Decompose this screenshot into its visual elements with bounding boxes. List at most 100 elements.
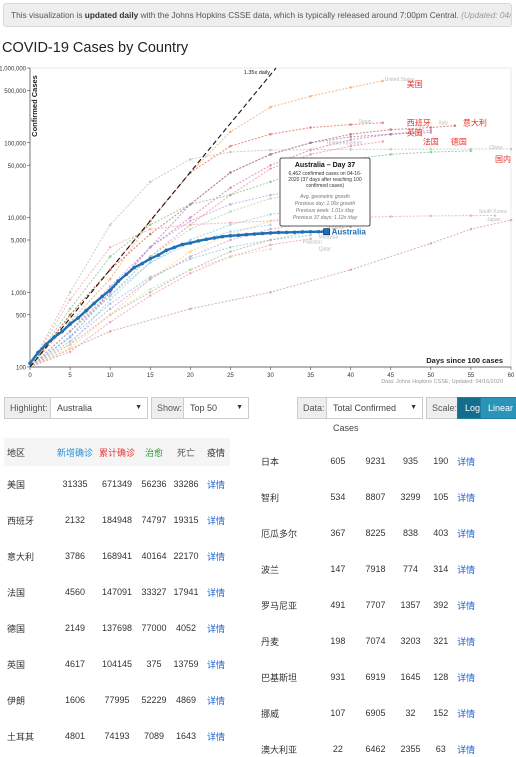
highlight-point <box>220 234 225 239</box>
series-point <box>309 153 312 156</box>
new-cases: 31335 <box>62 479 88 489</box>
series-point <box>189 227 192 231</box>
highlight-end-marker <box>323 228 331 236</box>
detail-link[interactable]: 详情 <box>457 708 476 719</box>
total-cases: 147091 <box>101 587 133 597</box>
detail-link[interactable]: 详情 <box>206 587 225 598</box>
deaths-count: 13759 <box>173 659 199 669</box>
detail-link[interactable]: 详情 <box>457 744 476 755</box>
detail-link[interactable]: 详情 <box>206 695 225 706</box>
detail-link[interactable]: 详情 <box>206 515 225 526</box>
series-point <box>389 132 393 136</box>
table-row: 土耳其 4801 74193 7089 1643 详情 <box>4 718 230 754</box>
series-point <box>189 158 192 161</box>
table-row: 澳大利亚 22 6462 2355 63 详情 <box>258 731 478 757</box>
series-point <box>509 147 513 151</box>
series-point <box>389 147 393 151</box>
series-point <box>68 343 72 346</box>
new-cases: 2149 <box>64 623 86 633</box>
table-row: 挪威 107 6905 32 152 详情 <box>258 695 478 731</box>
show-select[interactable]: Top 50 ▼ <box>183 397 249 419</box>
detail-link[interactable]: 详情 <box>457 636 476 647</box>
tooltip-line: 2020 (37 days after reaching 100 <box>288 177 362 183</box>
deaths-count: 128 <box>433 672 449 682</box>
series-point <box>269 247 272 251</box>
reference-line <box>29 67 277 368</box>
highlight-point <box>236 233 241 238</box>
detail-link[interactable]: 详情 <box>206 623 225 634</box>
series-line <box>29 211 311 368</box>
series-point <box>429 214 433 218</box>
series-point <box>229 186 232 190</box>
show-value: Top 50 <box>190 403 218 413</box>
series-point <box>148 232 152 236</box>
series-label-en: Spain <box>359 119 372 125</box>
highlight-point <box>92 301 96 306</box>
series-point <box>381 79 385 83</box>
series-point <box>269 132 272 136</box>
detail-link[interactable]: 详情 <box>457 600 476 611</box>
x-axis-title: Days since 100 cases <box>426 356 503 365</box>
table-row: 波兰 147 7918 774 314 详情 <box>258 551 478 587</box>
series-point <box>148 290 152 294</box>
highlight-point <box>300 230 305 234</box>
highlight-point <box>164 248 169 253</box>
detail-link[interactable]: 详情 <box>206 731 225 742</box>
data-select[interactable]: Total Confirmed Cases ▼ <box>326 397 423 433</box>
notice-prefix: This visualization is <box>11 10 85 20</box>
highlight-point <box>36 350 40 355</box>
notice-suffix: with the Johns Hopkins CSSE data, which … <box>138 10 459 20</box>
deaths-count: 4052 <box>175 623 197 633</box>
recovered-count: 1357 <box>400 600 421 610</box>
total-cases: 74193 <box>104 731 130 741</box>
highlight-select[interactable]: Australia ▼ <box>50 397 148 419</box>
country-name: 波兰 <box>261 564 280 575</box>
detail-link[interactable]: 详情 <box>206 659 225 670</box>
detail-link[interactable]: 详情 <box>206 551 225 562</box>
y-tick-label: 100 <box>16 366 27 372</box>
y-tick-label: 1,000,000 <box>0 67 27 73</box>
series-point <box>309 94 312 98</box>
country-name: 土耳其 <box>7 731 35 742</box>
series-point <box>229 245 232 249</box>
series-point <box>349 144 352 148</box>
series-point <box>269 223 272 227</box>
total-cases: 6462 <box>365 744 386 754</box>
series-point <box>269 153 272 156</box>
detail-link[interactable]: 详情 <box>206 479 225 490</box>
country-name: 丹麦 <box>261 636 280 647</box>
series-point <box>68 350 72 354</box>
detail-link[interactable]: 详情 <box>457 528 476 539</box>
scale-linear-button[interactable]: Linear <box>480 397 516 419</box>
deaths-count: 403 <box>433 528 449 538</box>
series-point <box>108 245 112 249</box>
highlight-point <box>68 322 72 326</box>
total-cases: 6905 <box>365 708 386 718</box>
series-point <box>189 203 192 206</box>
x-tick-label: 45 <box>387 373 394 379</box>
series-label-en: South Korea <box>479 209 507 215</box>
highlight-point <box>76 316 80 320</box>
x-tick-label: 10 <box>107 373 114 379</box>
series-label-en: Qatar <box>319 247 332 253</box>
series-point <box>229 193 232 197</box>
detail-link[interactable]: 详情 <box>457 672 476 683</box>
highlight-point <box>140 261 145 266</box>
series-point <box>349 135 352 139</box>
series-point <box>269 167 272 170</box>
series-point <box>229 238 232 242</box>
series-point <box>148 245 152 249</box>
detail-link[interactable]: 详情 <box>457 564 476 575</box>
country-name: 美国 <box>7 479 26 490</box>
series-point <box>429 126 433 129</box>
total-cases: 8225 <box>365 528 386 538</box>
detail-link[interactable]: 详情 <box>457 492 476 503</box>
detail-link[interactable]: 详情 <box>457 456 476 467</box>
series-label-en: Japan <box>487 217 501 223</box>
country-name: 智利 <box>261 492 280 503</box>
series-point <box>108 307 112 311</box>
country-name: 意大利 <box>7 551 35 562</box>
highlight-point <box>252 232 257 236</box>
series-point <box>509 218 513 222</box>
plot-area <box>29 67 512 368</box>
